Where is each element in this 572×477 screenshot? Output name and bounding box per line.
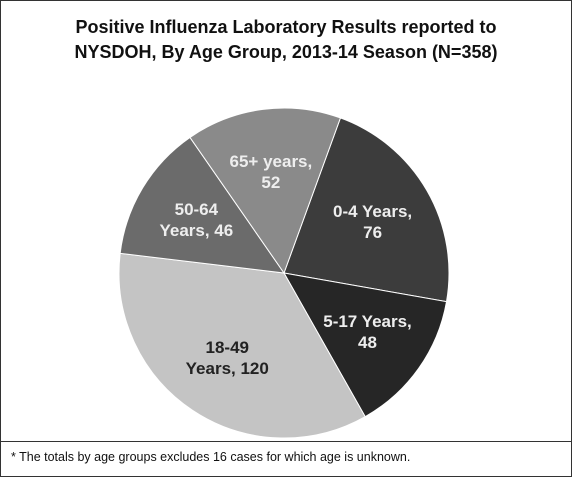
pie-slice (118, 252, 366, 439)
footnote: * The totals by age groups excludes 16 c… (1, 441, 571, 472)
pie-slice (189, 107, 342, 275)
data-label: 18-49 Years, 120 (185, 338, 269, 379)
data-label: 0-4 Years, 76 (333, 201, 413, 242)
pie-slice (119, 136, 286, 274)
pie-slice (283, 117, 450, 303)
pie-slice (283, 272, 448, 418)
data-label: 65+ years, 52 (229, 151, 313, 192)
chart-title: Positive Influenza Laboratory Results re… (74, 17, 498, 62)
data-label: 5-17 Years, 48 (323, 312, 412, 353)
data-label: 50-64 Years, 46 (159, 200, 234, 241)
